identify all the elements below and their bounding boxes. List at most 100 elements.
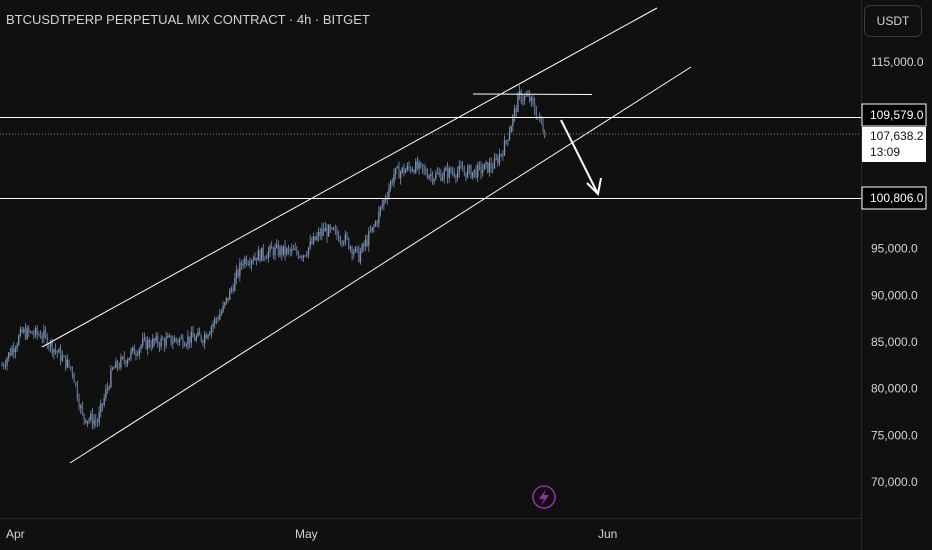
candle-body (225, 297, 228, 303)
candle-body (4, 365, 7, 367)
candle-body (483, 163, 486, 170)
down-arrow-icon[interactable] (560, 119, 602, 197)
candle-body (167, 336, 169, 338)
drawing-layer[interactable] (0, 7, 861, 464)
candle-body (113, 367, 115, 369)
candle-body (301, 256, 303, 258)
candle-body (217, 319, 219, 321)
candle-body (291, 248, 293, 252)
candle-body (319, 232, 321, 236)
candle-body (105, 389, 107, 398)
candle-body (259, 250, 261, 261)
candle-body (371, 227, 373, 232)
candle-body (264, 257, 266, 259)
channel-upper-trendline[interactable] (41, 7, 658, 348)
candle-body (332, 227, 335, 230)
candle-body (53, 349, 55, 353)
lightning-bolt-icon[interactable] (532, 485, 556, 509)
candle-body (98, 411, 100, 423)
candle-body (488, 163, 491, 173)
candle-body (515, 108, 517, 112)
candle-body (88, 419, 90, 421)
candle-body (525, 95, 527, 97)
candle-body (157, 336, 159, 345)
currency-unit-button[interactable]: USDT (864, 5, 922, 37)
candle-body (463, 171, 465, 173)
candle-body (279, 247, 281, 256)
candle-body (453, 172, 455, 176)
candle-body (175, 338, 177, 341)
candle-body (505, 140, 507, 142)
candle-body (197, 331, 199, 337)
candle-body (535, 111, 537, 119)
price-axis[interactable]: 70,000.0 75,000.0 80,000.0 85,000.0 90,000.0… (871, 55, 924, 489)
candle-body (386, 196, 388, 199)
candle-body (282, 245, 285, 255)
candle-body (356, 247, 358, 249)
candle-body (528, 95, 531, 101)
candle-body (215, 318, 218, 320)
candle-body (133, 347, 135, 355)
x-tick-jun: Jun (598, 527, 617, 541)
candle-body (239, 262, 241, 276)
candle-body (106, 387, 109, 390)
candle-body (363, 244, 365, 247)
candle-body (73, 373, 75, 383)
candle-body (435, 173, 437, 180)
candle-body (473, 169, 476, 172)
candle-body (460, 165, 462, 168)
candle-body (384, 198, 387, 200)
candle-body (329, 225, 331, 229)
candle-body (120, 357, 122, 368)
candle-body (150, 345, 152, 348)
candle-body (448, 168, 450, 178)
candle-body (359, 251, 362, 262)
candle-body (339, 240, 342, 242)
candle-body (495, 158, 497, 160)
channel-lower-trendline[interactable] (69, 66, 692, 464)
candle-body (9, 352, 12, 356)
svg-text:13:09: 13:09 (870, 145, 900, 159)
candle-body (408, 165, 410, 168)
candle-body (396, 166, 398, 168)
candle-body (450, 168, 452, 173)
top-horizontal-segment[interactable] (472, 93, 593, 95)
candle-body (252, 260, 254, 262)
candle-body (523, 95, 526, 100)
candle-body (153, 338, 156, 342)
candle-body (58, 349, 60, 353)
candle-body (242, 264, 244, 266)
candle-body (16, 344, 18, 349)
candle-body (445, 168, 447, 171)
candle-body (343, 242, 345, 244)
candle-body (224, 302, 226, 306)
candle-body (34, 327, 37, 335)
candle-body (204, 334, 206, 344)
candle-body (312, 236, 315, 244)
candle-body (405, 169, 407, 174)
candle-body (321, 228, 323, 236)
candle-body (90, 413, 92, 420)
candle-body (43, 330, 45, 338)
candle-body (193, 337, 196, 341)
candle-body (540, 116, 543, 123)
candle-body (29, 331, 32, 333)
candle-body (364, 239, 367, 247)
candle-body (81, 405, 84, 414)
svg-text:107,638.2: 107,638.2 (870, 129, 924, 143)
candle-body (502, 154, 504, 156)
candle-body (527, 95, 529, 97)
y-tick-label: 90,000.0 (871, 288, 918, 302)
candle-body (185, 344, 187, 346)
candle-body (510, 126, 512, 133)
svg-text:100,806.0: 100,806.0 (870, 191, 924, 205)
candle-body (438, 173, 440, 175)
candle-body (327, 225, 330, 237)
candle-body (316, 235, 318, 240)
candle-body (202, 340, 204, 344)
candle-body (95, 420, 97, 422)
candle-body (455, 175, 457, 178)
candle-body (28, 328, 30, 332)
y-tick-label: 95,000.0 (871, 242, 918, 256)
